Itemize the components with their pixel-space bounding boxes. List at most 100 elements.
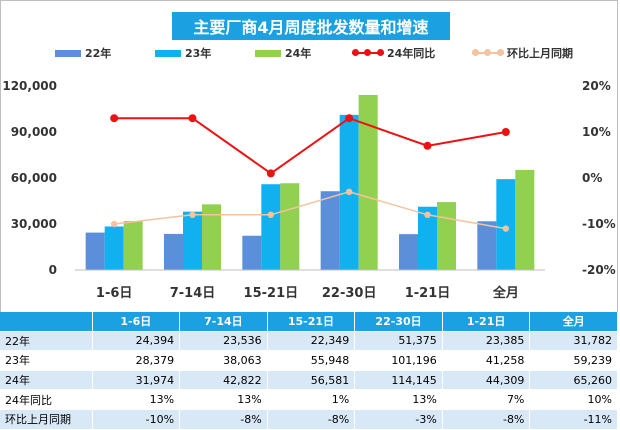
bar-24年 bbox=[280, 183, 300, 270]
row-label: 22年 bbox=[0, 331, 93, 352]
table-cell: 44,309 bbox=[442, 370, 531, 391]
legend-label-24: 24年 bbox=[285, 47, 312, 60]
legend-item-23: 23年 bbox=[155, 45, 211, 61]
point-环比上月同期 bbox=[345, 188, 353, 195]
combo-chart: 0 30,000 60,000 90,000 120,000 -20% -10% 0% 10% 2… bbox=[2, 79, 616, 301]
table-header-row: 1-6日 7-14日 15-21日 22-30日 1-21日 全月 bbox=[0, 312, 618, 332]
table-cell: 23,385 bbox=[442, 331, 531, 352]
table-cell: 55,948 bbox=[267, 350, 356, 371]
x-tick-label: 7-14日 bbox=[170, 286, 216, 301]
table-cell: 24,394 bbox=[92, 331, 181, 352]
table-header-cell: 全月 bbox=[529, 312, 618, 332]
y-right-tick-label: 10% bbox=[582, 125, 611, 139]
table-header-cell: 1-6日 bbox=[92, 312, 181, 332]
table-cell: -8% bbox=[267, 409, 356, 430]
bar-24年 bbox=[437, 202, 456, 270]
table-cell: -10% bbox=[92, 409, 181, 430]
bar-22年 bbox=[320, 191, 340, 270]
table-cell: 51,375 bbox=[354, 331, 443, 352]
bar-24年 bbox=[358, 94, 378, 271]
legend-item-mom: 环比上月同期 bbox=[472, 45, 573, 61]
chart-legend: 22年 23年 24年 24年同比 环比上月同期 bbox=[0, 45, 620, 63]
table-cell: 13% bbox=[92, 389, 181, 410]
row-label: 23年 bbox=[0, 350, 93, 371]
point-环比上月同期 bbox=[502, 225, 510, 232]
table-cell: 13% bbox=[354, 389, 443, 410]
y-right-tick-label: -20% bbox=[582, 263, 616, 277]
legend-label-mom: 环比上月同期 bbox=[507, 47, 573, 60]
table-cell: 23,536 bbox=[179, 331, 268, 352]
point-24年同比 bbox=[423, 141, 432, 150]
bar-23年 bbox=[261, 184, 281, 270]
table-cell: 56,581 bbox=[267, 370, 356, 391]
x-tick-label: 全月 bbox=[492, 285, 519, 301]
bar-24年 bbox=[202, 204, 221, 270]
point-环比上月同期 bbox=[110, 220, 118, 228]
table-row: 23年 28,379 38,063 55,948 101,196 41,258 … bbox=[0, 350, 618, 371]
bar-22年 bbox=[399, 234, 418, 270]
chart-title: 主要厂商4月周度批发数量和增速 bbox=[193, 18, 429, 37]
y-left-tick-label: 120,000 bbox=[2, 79, 57, 93]
legend-swatch-mom bbox=[472, 48, 504, 58]
x-tick-label: 1-6日 bbox=[96, 286, 133, 301]
table-cell: 31,782 bbox=[529, 331, 618, 352]
y-left-tick-label: 30,000 bbox=[11, 217, 57, 231]
chart-title-box: 主要厂商4月周度批发数量和增速 bbox=[172, 12, 450, 40]
legend-swatch-yoy bbox=[352, 48, 384, 58]
legend-item-yoy: 24年同比 bbox=[352, 45, 435, 61]
x-tick-label: 1-21日 bbox=[405, 286, 451, 301]
table-row: 环比上月同期 -10% -8% -8% -3% -8% -11% bbox=[0, 409, 618, 430]
table-header-cell bbox=[0, 312, 93, 332]
legend-label-23: 23年 bbox=[185, 47, 212, 60]
y-left-tick-label: 60,000 bbox=[11, 171, 57, 185]
point-24年同比 bbox=[266, 169, 275, 178]
y-right-tick-label: 0% bbox=[582, 171, 602, 185]
x-tick-label: 22-30日 bbox=[322, 286, 377, 301]
table-cell: 31,974 bbox=[92, 370, 181, 391]
table-cell: 101,196 bbox=[354, 350, 443, 371]
bar-23年 bbox=[183, 211, 202, 270]
y-left-tick-label: 90,000 bbox=[11, 125, 57, 139]
table-cell: 10% bbox=[529, 389, 618, 410]
legend-label-yoy: 24年同比 bbox=[387, 47, 436, 60]
legend-swatch-22 bbox=[55, 49, 81, 57]
table-header-cell: 22-30日 bbox=[354, 312, 443, 332]
row-label: 24年 bbox=[0, 370, 93, 391]
table-cell: 28,379 bbox=[92, 350, 181, 371]
point-24年同比 bbox=[188, 114, 197, 123]
bar-22年 bbox=[164, 233, 183, 270]
table-cell: 42,822 bbox=[179, 370, 268, 391]
bar-22年 bbox=[242, 235, 262, 270]
legend-label-22: 22年 bbox=[85, 47, 112, 60]
table-header-cell: 7-14日 bbox=[179, 312, 268, 332]
legend-swatch-24 bbox=[255, 49, 281, 57]
bar-24年 bbox=[123, 220, 143, 270]
table-cell: -8% bbox=[179, 409, 268, 430]
point-24年同比 bbox=[110, 114, 119, 123]
y-left-tick-label: 0 bbox=[49, 263, 57, 277]
point-24年同比 bbox=[501, 128, 510, 136]
table-row: 24年 31,974 42,822 56,581 114,145 44,309 … bbox=[0, 370, 618, 391]
bar-23年 bbox=[496, 179, 516, 270]
x-tick-label: 15-21日 bbox=[244, 286, 299, 301]
table-cell: 1% bbox=[267, 389, 356, 410]
point-环比上月同期 bbox=[189, 211, 196, 218]
row-label: 环比上月同期 bbox=[0, 409, 93, 430]
row-label: 24年同比 bbox=[0, 389, 93, 410]
legend-item-22: 22年 bbox=[55, 45, 111, 61]
table-cell: 114,145 bbox=[354, 370, 443, 391]
table-row: 22年 24,394 23,536 22,349 51,375 23,385 3… bbox=[0, 331, 618, 352]
table-cell: -3% bbox=[354, 409, 443, 430]
line-环比上月同期 bbox=[114, 191, 506, 230]
table-cell: 7% bbox=[442, 389, 531, 410]
table-row: 24年同比 13% 13% 1% 13% 7% 10% bbox=[0, 389, 618, 410]
table-cell: -8% bbox=[442, 409, 531, 430]
table-cell: 22,349 bbox=[267, 331, 356, 352]
table-cell: 41,258 bbox=[442, 350, 531, 371]
line-24年同比 bbox=[114, 117, 507, 175]
data-table: 1-6日 7-14日 15-21日 22-30日 1-21日 全月 22年 24… bbox=[0, 312, 618, 430]
y-right-tick-label: -10% bbox=[582, 217, 616, 231]
bar-23年 bbox=[418, 206, 437, 270]
table-cell: 13% bbox=[179, 389, 268, 410]
table-cell: 65,260 bbox=[529, 370, 618, 391]
